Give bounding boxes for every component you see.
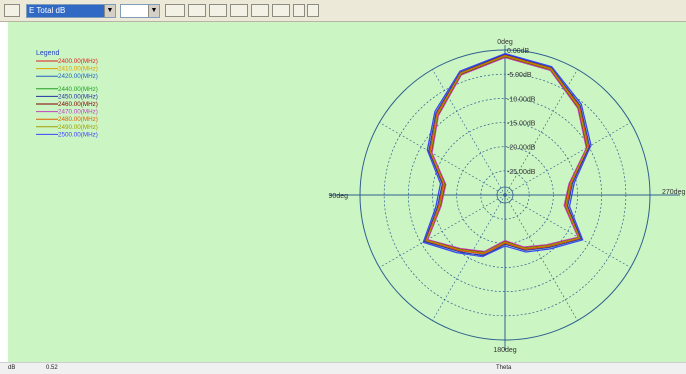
legend-entry: 2440.00(MHz) — [58, 86, 98, 93]
trace-line — [426, 55, 588, 254]
radial-tick-label: 0.00dB — [507, 48, 530, 55]
status-bar: dB 0.52 Theta — [0, 362, 686, 374]
angle-label: 90deg — [329, 193, 349, 200]
legend-entry: 2500.00(MHz) — [58, 131, 98, 138]
angle-label: 180deg — [493, 347, 516, 354]
angle-label: 0deg — [497, 39, 513, 46]
radial-tick-label: -10.00dB — [507, 96, 536, 103]
secondary-select[interactable]: ▼ — [120, 4, 160, 18]
grid-spoke — [379, 122, 506, 196]
legend-entry: 2490.00(MHz) — [58, 124, 98, 131]
grid-spoke — [432, 69, 506, 196]
legend: Legend2400.00(MHz)2410.00(MHz)2420.00(MH… — [36, 50, 98, 138]
axis-button[interactable] — [272, 4, 290, 17]
polar-chart: 0.00dB -5.00dB -10.00dB -15.00dB -20.00dB -25… — [36, 39, 686, 354]
radial-tick-label: -25.00dB — [507, 169, 536, 176]
plot-area: 0.00dB -5.00dB -10.00dB -15.00dB -20.00dB -25… — [8, 22, 686, 362]
toolbar: E Total dB ▼ ▼ — [0, 0, 686, 22]
chevron-down-icon[interactable]: ▼ — [148, 5, 159, 17]
angle-label: 270deg — [662, 189, 685, 196]
trace-line — [425, 54, 589, 255]
legend-entry: 2480.00(MHz) — [58, 116, 98, 123]
legend-entry: 2470.00(MHz) — [58, 109, 98, 116]
legend-title: Legend — [36, 50, 59, 57]
radial-tick-label: -15.00dB — [507, 121, 536, 128]
copy-button[interactable] — [293, 4, 305, 17]
marker-button[interactable] — [230, 4, 248, 17]
legend-entry: 2420.00(MHz) — [58, 73, 98, 80]
grid-button[interactable] — [209, 4, 227, 17]
radial-tick-label: -5.00dB — [507, 72, 532, 79]
trace-line — [427, 57, 587, 252]
status-value: 0.52 — [46, 365, 58, 371]
radial-tick-label: -20.00dB — [507, 145, 536, 152]
legend-entry: 2410.00(MHz) — [58, 66, 98, 73]
grid-spoke — [504, 194, 631, 268]
status-unit: dB — [8, 365, 16, 371]
trace-line — [422, 52, 592, 258]
trace-line — [424, 53, 591, 257]
chevron-down-icon[interactable]: ▼ — [104, 5, 115, 17]
grid-spoke — [504, 122, 631, 196]
trace-button[interactable] — [165, 4, 185, 17]
grid-spoke — [432, 194, 506, 321]
quantity-select-value: E Total dB — [29, 6, 66, 15]
traces — [422, 52, 592, 258]
legend-entry: 2460.00(MHz) — [58, 101, 98, 108]
legend-entry: 2400.00(MHz) — [58, 58, 98, 65]
curve-button[interactable] — [251, 4, 269, 17]
polar-grid: 0.00dB -5.00dB -10.00dB -15.00dB -20.00dB -25… — [329, 39, 686, 354]
status-axis: Theta — [496, 365, 512, 371]
quantity-select[interactable]: E Total dB ▼ — [26, 4, 116, 18]
table-button[interactable] — [188, 4, 206, 17]
grid-spoke — [504, 194, 578, 321]
print-button[interactable] — [307, 4, 319, 17]
view-options-button[interactable] — [4, 4, 20, 17]
legend-entry: 2450.00(MHz) — [58, 93, 98, 100]
grid-spoke — [379, 194, 506, 268]
